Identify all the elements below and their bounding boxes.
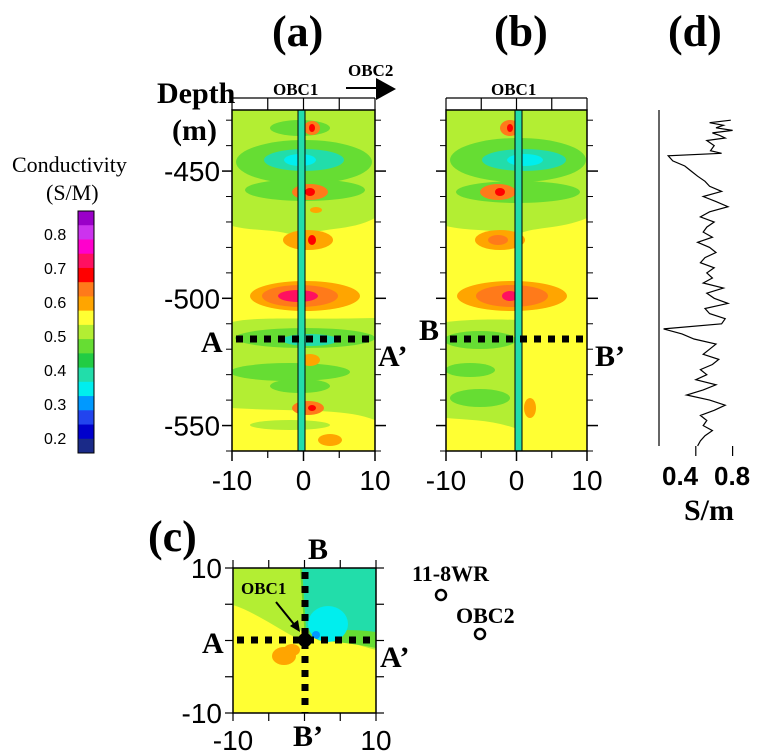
log-ticks [695, 446, 734, 456]
colorbar-swatch [78, 296, 94, 312]
map-label-a: A [202, 627, 224, 660]
colorbar-tick-label: 0.2 [44, 431, 66, 448]
colorbar-tick-label: 0.5 [44, 329, 66, 346]
colorbar-title: Conductivity [12, 152, 127, 177]
map-label-b: B [308, 533, 328, 566]
obc1-label-b: OBC1 [491, 80, 536, 99]
section-a-left: A [201, 326, 223, 359]
map-label-a-prime: A’ [380, 641, 409, 674]
log-tick-04: 0.4 [662, 461, 699, 491]
colorbar-swatch [78, 239, 94, 255]
depth-unit: (m) [172, 114, 217, 147]
colorbar-swatch [78, 438, 94, 454]
colorbar-swatch [78, 353, 94, 369]
x-tick-label-b: 10 [571, 465, 602, 496]
obc2-arrow-icon [376, 78, 396, 100]
panel-label-d: (d) [668, 7, 722, 56]
colorbar-frame [77, 210, 95, 454]
colorbar-tick-label: 0.3 [44, 397, 66, 414]
map-label-b-prime: B’ [293, 720, 323, 753]
map-x-tick-label: -10 [213, 725, 253, 755]
colorbar-swatch [78, 225, 94, 240]
top-ticks [231, 97, 588, 110]
well-obc1-bar-b [514, 109, 523, 452]
obc1-well-icon [298, 633, 312, 647]
depth-tick-label: -500 [164, 283, 220, 314]
x-tick-label-a: -10 [212, 465, 252, 496]
section-b-right: B’ [595, 340, 625, 373]
x-tick-label-b: -10 [426, 465, 466, 496]
depth-tick-label: -550 [164, 411, 220, 442]
panel-label-a: (a) [272, 7, 323, 56]
depth-ticks: -450 -500 -550 [164, 119, 598, 452]
map-11-8wr-label: 11-8WR [412, 561, 490, 586]
log-xlabel: S/m [684, 494, 734, 527]
colorbar-swatch [78, 267, 94, 283]
x-tick-label-b: 0 [509, 465, 525, 496]
panel-label-b: (b) [494, 7, 548, 56]
colorbar-tick-label: 0.4 [44, 363, 66, 380]
colorbar-swatch [78, 339, 94, 354]
colorbar [77, 210, 95, 454]
colorbar-swatch [78, 424, 94, 440]
map-ticks: -10 10 10 -10 [182, 553, 392, 755]
colorbar-swatch [78, 381, 94, 397]
colorbar-swatch [78, 324, 94, 340]
conductivity-log-line [663, 119, 733, 447]
map-obc1-label: OBC1 [241, 579, 286, 598]
colorbar-swatch [78, 211, 94, 226]
map-y-tick-label: 10 [191, 553, 222, 584]
colorbar-swatch [78, 410, 94, 426]
x-ticks: -10 -10 0 0 10 10 [212, 451, 603, 496]
colorbar-swatch [78, 396, 94, 411]
x-tick-label-a: 0 [296, 465, 312, 496]
depth-tick-label: -450 [164, 156, 220, 187]
map-obc1-arrow-icon [290, 620, 300, 632]
section-b-left: B [419, 314, 439, 347]
colorbar-swatch [78, 310, 94, 326]
log-tick-08: 0.8 [714, 461, 750, 491]
obc2-label-a: OBC2 [348, 61, 393, 80]
colorbar-tick-label: 0.6 [44, 295, 66, 312]
well-obc1-bar-a [297, 109, 306, 452]
colorbar-tick-label: 0.7 [44, 261, 66, 278]
depth-label: Depth [157, 77, 236, 110]
x-tick-label-a: 10 [359, 465, 390, 496]
well-obc2-icon [473, 627, 487, 641]
map-obc2-label: OBC2 [456, 603, 515, 628]
panel-label-c: (c) [148, 512, 197, 561]
colorbar-swatch [78, 282, 94, 297]
colorbar-swatch [78, 367, 94, 383]
colorbar-ticks: 0.8 0.7 0.6 0.5 0.4 0.3 0.2 [44, 227, 66, 448]
map-x-tick-label: 10 [360, 725, 391, 755]
colorbar-tick-label: 0.8 [44, 227, 66, 244]
section-a-right: A’ [378, 340, 407, 373]
colorbar-unit: (S/M) [46, 180, 99, 205]
map-y-tick-label: -10 [182, 698, 222, 729]
well-11-8wr-icon [434, 588, 448, 602]
colorbar-swatch [78, 253, 94, 269]
obc1-label-a: OBC1 [273, 80, 318, 99]
